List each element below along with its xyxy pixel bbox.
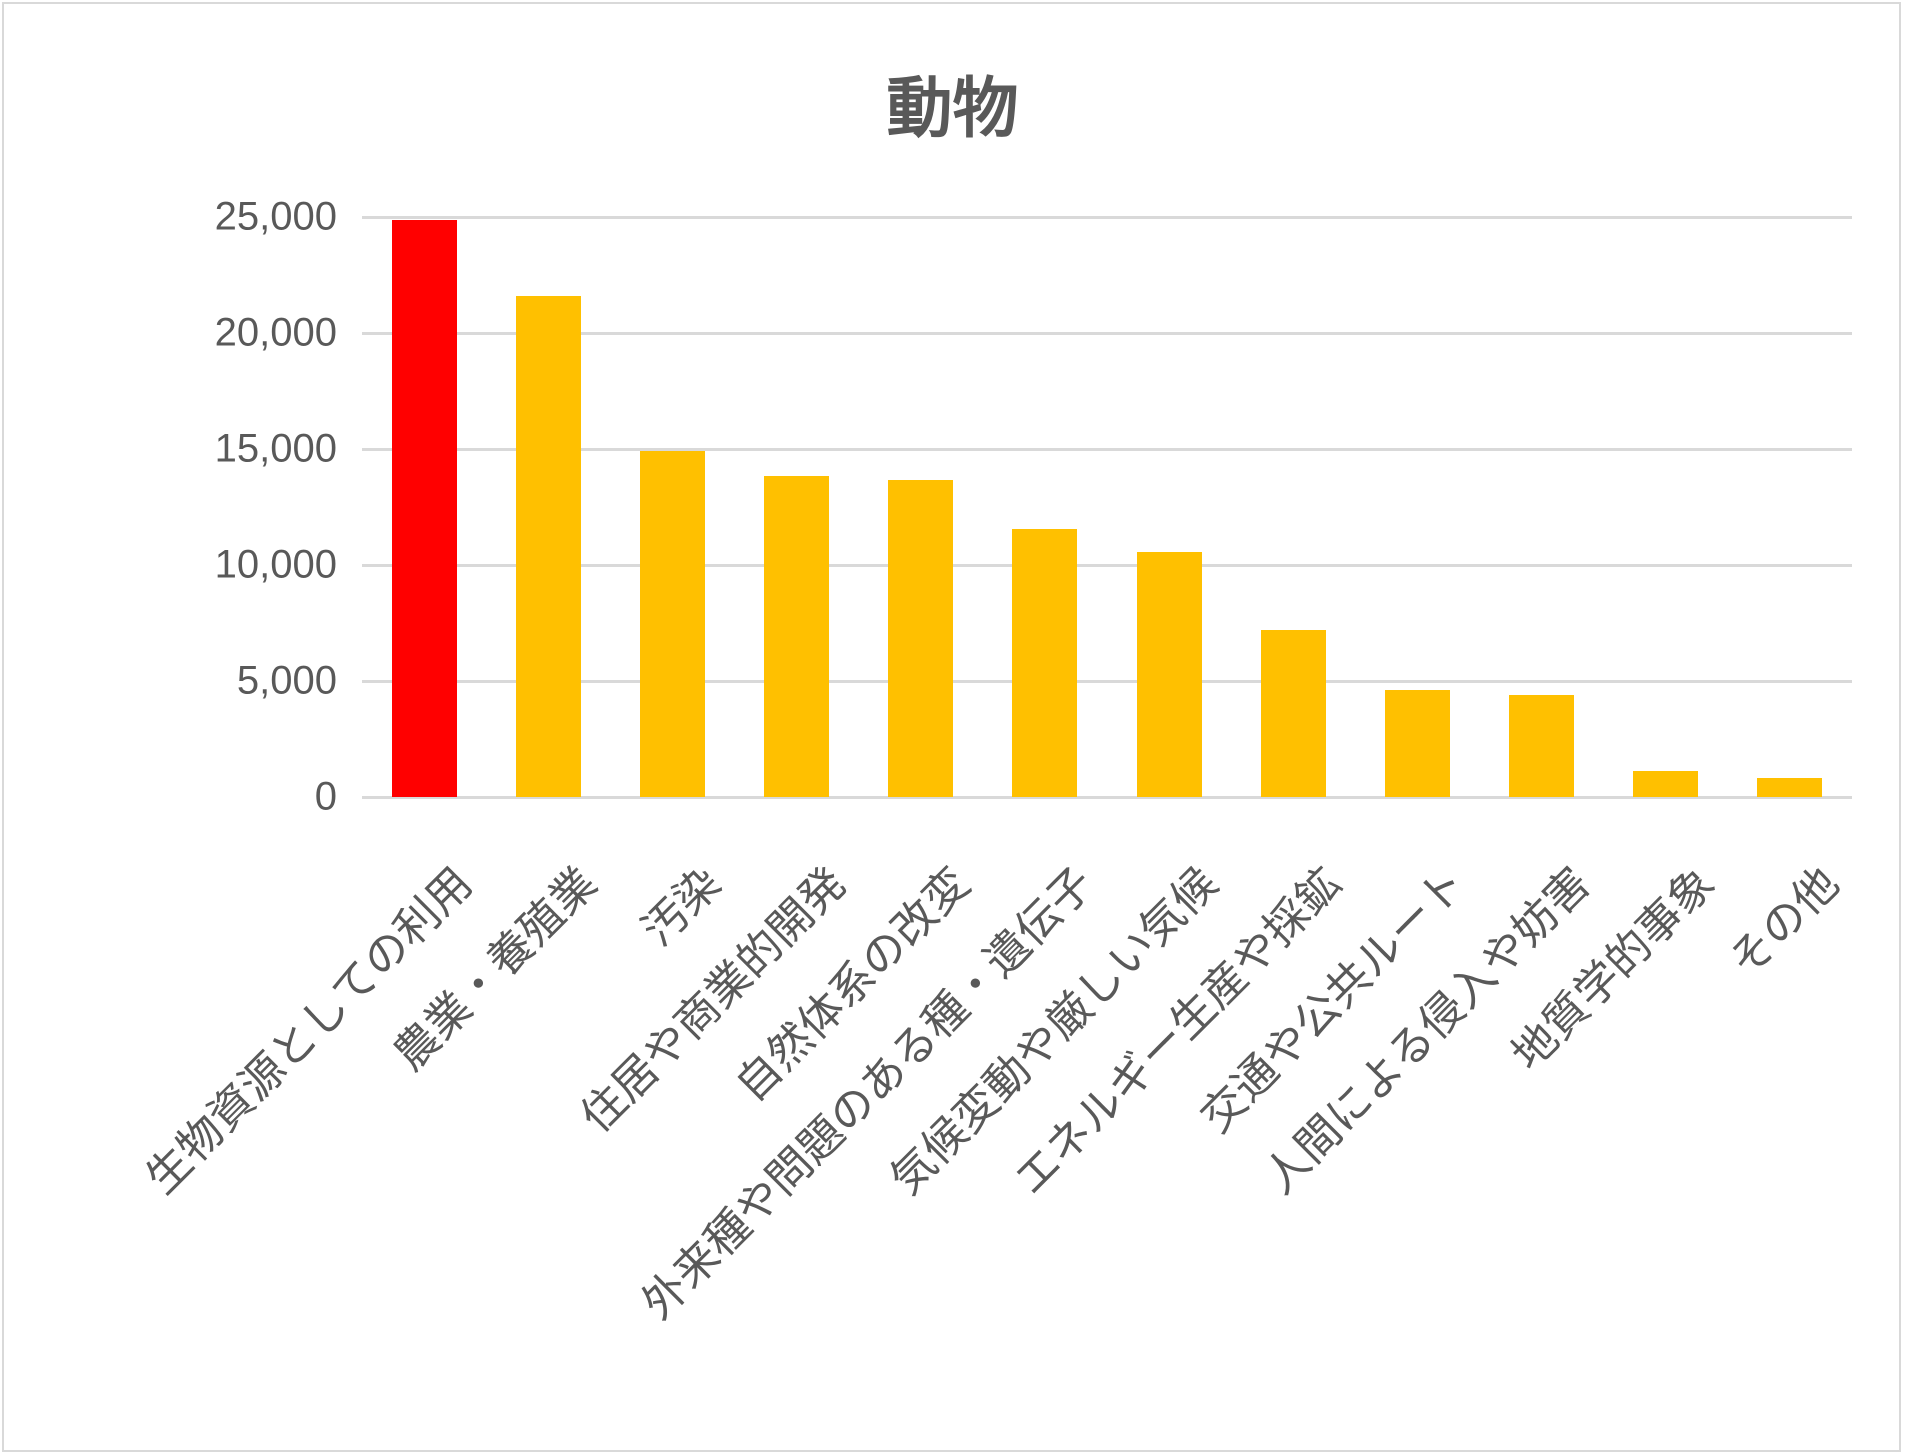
bar[interactable] — [888, 480, 954, 797]
y-tick-label: 0 — [314, 774, 337, 819]
bar[interactable] — [515, 295, 581, 797]
gridline — [362, 796, 1852, 799]
y-tick-label: 5,000 — [236, 658, 337, 703]
y-tick-label: 10,000 — [214, 542, 337, 587]
gridline — [362, 332, 1852, 335]
y-tick-label: 25,000 — [214, 194, 337, 239]
bar[interactable] — [1136, 552, 1202, 797]
y-tick-label: 20,000 — [214, 310, 337, 355]
gridline — [362, 448, 1852, 451]
gridline — [362, 564, 1852, 567]
chart-title: 動物 — [886, 70, 1019, 147]
bar[interactable] — [1384, 690, 1450, 797]
gridline — [362, 216, 1852, 219]
gridline — [362, 680, 1852, 683]
plot-area: 25,000 20,000 15,000 10,000 5,000 0 — [215, 195, 1852, 819]
bar[interactable] — [764, 475, 830, 797]
y-tick-label: 15,000 — [214, 426, 337, 471]
bar[interactable] — [639, 451, 705, 797]
bar[interactable] — [1509, 694, 1575, 797]
bar[interactable] — [391, 220, 457, 797]
bar[interactable] — [1757, 778, 1823, 797]
bar[interactable] — [1260, 629, 1326, 797]
bar[interactable] — [1012, 529, 1078, 797]
bar[interactable] — [1633, 771, 1699, 797]
